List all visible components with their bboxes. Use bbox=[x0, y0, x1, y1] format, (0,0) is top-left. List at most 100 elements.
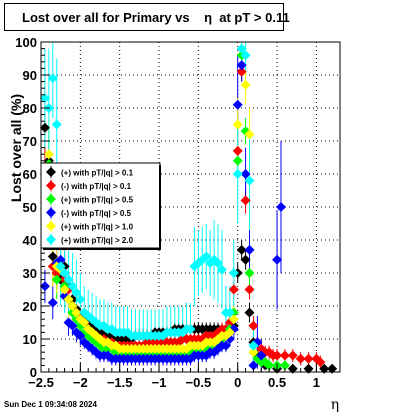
data-point bbox=[240, 195, 251, 206]
data-point bbox=[244, 129, 255, 140]
data-point bbox=[264, 360, 275, 371]
legend-label: (-) with pT/|q| > 0.1 bbox=[61, 182, 132, 191]
legend-marker bbox=[46, 167, 56, 177]
data-point bbox=[228, 284, 239, 295]
data-point bbox=[75, 294, 86, 305]
data-point bbox=[236, 244, 247, 255]
legend-label: (-) with pT/|q| > 0.5 bbox=[61, 209, 132, 218]
data-point bbox=[39, 93, 50, 104]
y-axis-label: Lost over all (%) bbox=[8, 94, 24, 202]
chart-title: Lost over all for Primary vs η at pT > 0… bbox=[4, 3, 290, 31]
legend-marker bbox=[46, 194, 56, 204]
data-point bbox=[197, 254, 208, 265]
legend-marker bbox=[46, 207, 56, 218]
data-point bbox=[67, 281, 78, 292]
data-point bbox=[55, 254, 66, 265]
data-point bbox=[244, 175, 255, 186]
legend-label: (+) with pT/|q| > 0.1 bbox=[61, 169, 134, 178]
data-point bbox=[201, 251, 212, 262]
timestamp: Sun Dec 1 09:34:08 2024 bbox=[4, 400, 97, 409]
legend-label: (+) with pT/|q| > 1.0 bbox=[61, 223, 134, 232]
data-point bbox=[244, 284, 255, 295]
y-tick-label: 0 bbox=[30, 365, 37, 380]
legend-label: (+) with pT/|q| > 0.5 bbox=[61, 196, 134, 205]
y-tick-label: 40 bbox=[23, 233, 37, 248]
data-point bbox=[248, 320, 259, 331]
y-tick-label: 100 bbox=[15, 35, 37, 50]
data-point bbox=[256, 350, 267, 361]
y-tick-label: 50 bbox=[23, 200, 37, 215]
x-tick-label: −2.5 bbox=[28, 375, 54, 390]
data-point bbox=[244, 307, 255, 318]
data-point bbox=[43, 149, 54, 160]
data-point bbox=[315, 357, 326, 368]
legend: (+) with pT/|q| > 0.1 (-) with pT/|q| > 0… bbox=[40, 162, 161, 250]
y-tick-label: 70 bbox=[23, 134, 37, 149]
data-point bbox=[185, 324, 196, 335]
x-tick-label: 1 bbox=[313, 375, 320, 390]
data-point bbox=[287, 350, 298, 361]
y-tick-label: 20 bbox=[23, 299, 37, 314]
data-point bbox=[248, 340, 259, 351]
x-tick-label: −1.5 bbox=[107, 375, 133, 390]
y-tick-label: 10 bbox=[23, 332, 37, 347]
data-point bbox=[63, 274, 74, 285]
legend-marker bbox=[46, 221, 56, 231]
data-point bbox=[240, 50, 251, 61]
data-point bbox=[224, 307, 235, 318]
data-point bbox=[279, 350, 290, 361]
data-point bbox=[240, 254, 251, 265]
data-point bbox=[240, 79, 251, 90]
data-point bbox=[59, 268, 70, 278]
data-point bbox=[51, 274, 62, 285]
x-tick-label: −0.5 bbox=[186, 375, 212, 390]
data-point bbox=[224, 327, 235, 338]
data-point bbox=[232, 119, 243, 130]
data-point bbox=[275, 202, 286, 212]
data-point bbox=[236, 66, 247, 77]
data-point bbox=[79, 317, 90, 328]
x-tick-label: −2 bbox=[73, 375, 88, 390]
data-point bbox=[295, 353, 306, 364]
data-point bbox=[272, 350, 283, 361]
data-point bbox=[236, 43, 247, 54]
data-point bbox=[55, 261, 66, 272]
data-point bbox=[47, 73, 58, 84]
y-tick-label: 80 bbox=[23, 101, 37, 116]
legend-marker bbox=[46, 234, 56, 245]
data-point bbox=[67, 320, 78, 331]
data-point bbox=[232, 145, 243, 156]
data-point bbox=[244, 268, 255, 278]
data-point bbox=[303, 353, 314, 364]
data-point bbox=[51, 119, 62, 130]
y-tick-label: 60 bbox=[23, 167, 37, 182]
data-point bbox=[47, 297, 58, 308]
legend-marker bbox=[46, 180, 56, 191]
data-point bbox=[63, 294, 74, 305]
x-tick-label: 0.5 bbox=[268, 375, 286, 390]
y-tick-label: 90 bbox=[23, 68, 37, 83]
data-point bbox=[248, 360, 259, 371]
data-point bbox=[252, 337, 263, 348]
data-point bbox=[272, 254, 283, 265]
data-point bbox=[216, 264, 227, 275]
data-point bbox=[228, 268, 239, 278]
data-point bbox=[75, 330, 86, 341]
axes: −2.5 −2 −1.5 −1 −0.5 0 0.5 10102030405060708090… bbox=[15, 35, 341, 390]
data-point bbox=[59, 284, 70, 295]
data-point bbox=[232, 155, 243, 166]
data-point bbox=[220, 340, 231, 351]
data-point bbox=[228, 314, 239, 325]
data-point bbox=[232, 99, 243, 110]
data-point bbox=[71, 307, 82, 318]
data-point bbox=[67, 301, 78, 311]
data-point bbox=[71, 287, 82, 298]
data-point bbox=[232, 169, 243, 179]
y-tick-label: 30 bbox=[23, 266, 37, 281]
x-tick-label: −1 bbox=[152, 375, 167, 390]
data-point bbox=[240, 169, 251, 179]
legend-label: (+) with pT/|q| > 2.0 bbox=[61, 236, 134, 245]
data-point bbox=[279, 360, 290, 371]
data-point bbox=[236, 60, 247, 71]
